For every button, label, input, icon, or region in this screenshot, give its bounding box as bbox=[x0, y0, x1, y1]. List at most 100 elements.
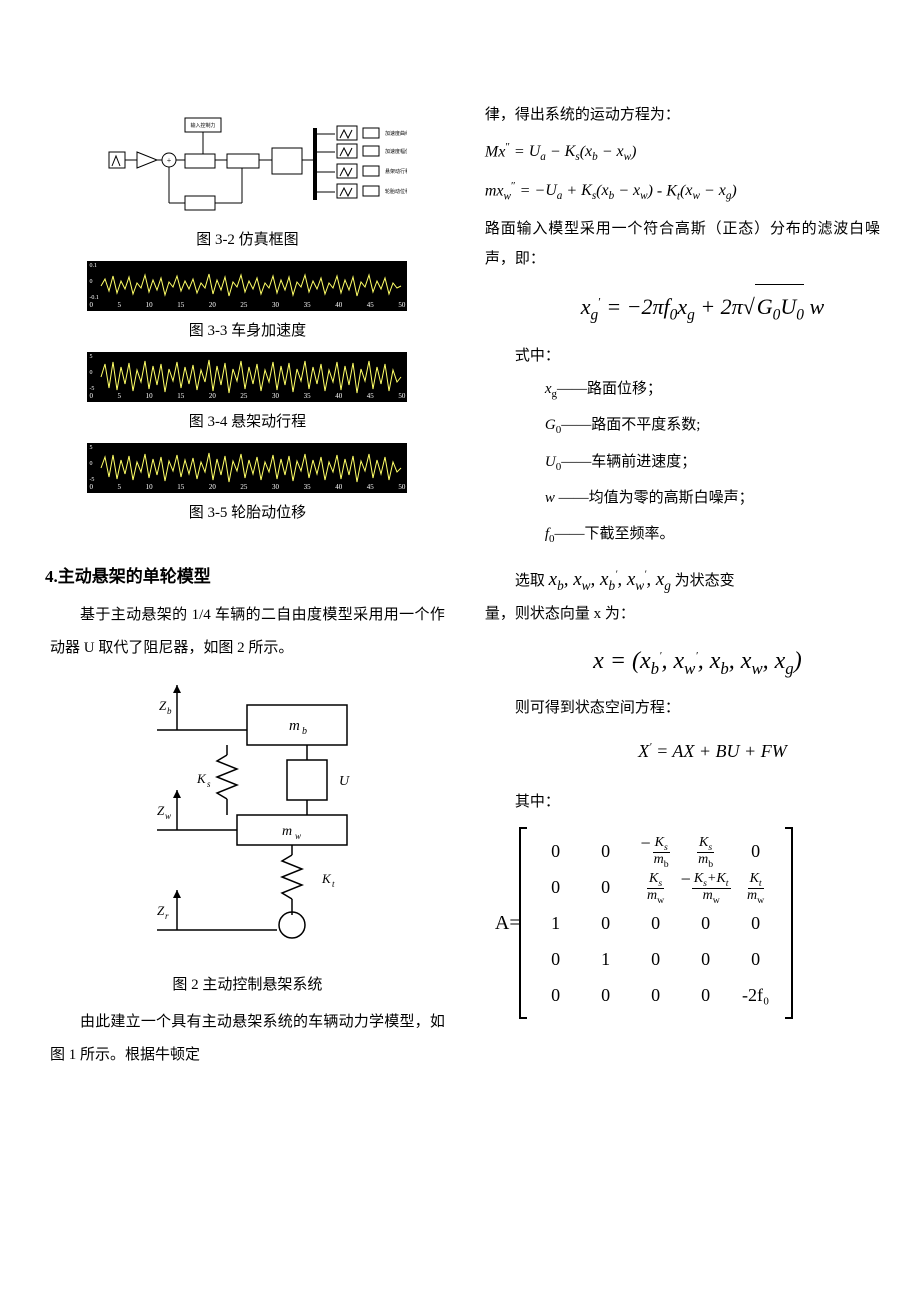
caption-fig-2: 图 2 主动控制悬架系统 bbox=[172, 973, 322, 994]
svg-text:m: m bbox=[289, 718, 300, 734]
matrix-cell: 1 bbox=[551, 905, 560, 941]
matrix-cell: 0 bbox=[701, 905, 710, 941]
var-def: xg——路面位移； bbox=[545, 371, 880, 407]
para-r4: 选取 xb, xw, xb′, xw′, xg 为状态变 bbox=[485, 561, 880, 599]
matrix-cell: 0 bbox=[651, 941, 660, 977]
matrix-cell: 0 bbox=[601, 833, 610, 869]
xtick: 30 bbox=[272, 301, 279, 309]
matrix-cell: 0 bbox=[651, 905, 660, 941]
xtick: 10 bbox=[146, 392, 153, 400]
svg-text:+: + bbox=[167, 156, 172, 165]
svg-text:b: b bbox=[302, 726, 307, 737]
matrix-cell: 0 bbox=[551, 869, 560, 905]
xtick: 20 bbox=[209, 483, 216, 491]
svg-text:w: w bbox=[165, 811, 171, 821]
x-axis-3-5: 0 5 10 15 20 25 30 35 40 45 50 bbox=[89, 483, 405, 491]
xtick: 15 bbox=[177, 483, 184, 491]
ytick: 5 bbox=[89, 354, 94, 360]
matrix-cell: 0 bbox=[751, 833, 760, 869]
var-def: w ——均值为零的高斯白噪声； bbox=[545, 480, 880, 516]
svg-text:s: s bbox=[207, 779, 211, 789]
matrix-A: A= 00−KsmbKsmb000Ksmw−Ks+KtmwKtmw1000001… bbox=[495, 827, 880, 1019]
xtick: 50 bbox=[398, 483, 405, 491]
para-r6: 其中： bbox=[485, 787, 880, 817]
svg-text:轮胎动位移: 轮胎动位移 bbox=[385, 188, 407, 195]
para-r1: 律，得出系统的运动方程为： bbox=[485, 100, 880, 130]
matrix-cell: 0 bbox=[701, 941, 710, 977]
xtick: 35 bbox=[304, 483, 311, 491]
matrix-cell: Ktmw bbox=[745, 869, 766, 906]
xtick: 0 bbox=[89, 301, 93, 309]
caption-3-3: 图 3-3 车身加速度 bbox=[189, 319, 307, 340]
matrix-cell: 0 bbox=[601, 869, 610, 905]
svg-text:t: t bbox=[332, 879, 335, 889]
caption-3-4: 图 3-4 悬架动行程 bbox=[189, 410, 307, 431]
eq-2: xg′ = −2πf0xg + 2πG0U0 w bbox=[525, 284, 880, 331]
xtick: 5 bbox=[118, 483, 122, 491]
matrix-cell: 0 bbox=[551, 941, 560, 977]
suspension-diagram: Zb mb Ks U bbox=[107, 675, 387, 955]
svg-text:Z: Z bbox=[157, 803, 165, 818]
xtick: 15 bbox=[177, 301, 184, 309]
xtick: 35 bbox=[304, 392, 311, 400]
xtick: 50 bbox=[398, 301, 405, 309]
xtick: 40 bbox=[335, 301, 342, 309]
para-r2: 路面输入模型采用一个符合高斯（正态）分布的滤波白噪声，即： bbox=[485, 214, 880, 274]
x-axis-3-3: 05101520253035404550 bbox=[89, 301, 405, 309]
eq-3: x = (xb′, xw′, xb, xw, xg) bbox=[515, 637, 880, 685]
matrix-cell: 0 bbox=[551, 977, 560, 1013]
svg-text:r: r bbox=[165, 911, 169, 921]
svg-text:加速度幅值: 加速度幅值 bbox=[385, 148, 407, 155]
xtick: 25 bbox=[240, 483, 247, 491]
caption-3-5: 图 3-5 轮胎动位移 bbox=[189, 501, 307, 522]
matrix-cell: 1 bbox=[601, 941, 610, 977]
matrix-cell: -2f₀ bbox=[742, 977, 769, 1013]
var-def: f0——下截至频率。 bbox=[545, 516, 880, 552]
xtick: 25 bbox=[240, 301, 247, 309]
matrix-cell: −Ksmb bbox=[641, 833, 671, 870]
var-def: G0——路面不平度系数; bbox=[545, 407, 880, 443]
para-after-fig2: 由此建立一个具有主动悬架系统的车辆动力学模型，如图 1 所示。根据牛顿定 bbox=[40, 1006, 455, 1072]
xtick: 5 bbox=[118, 392, 122, 400]
xtick: 45 bbox=[367, 483, 374, 491]
para-r5: 则可得到状态空间方程： bbox=[485, 693, 880, 723]
ytick: 0 bbox=[89, 370, 94, 376]
svg-text:Z: Z bbox=[157, 903, 165, 918]
eq-1b: mxw″ = −Ua + Ks(xb − xw) - Kt(xw − xg) bbox=[485, 175, 880, 208]
section-4-title: 4.主动悬架的单轮模型 bbox=[45, 562, 460, 587]
matrix-cell: Ksmw bbox=[645, 869, 666, 906]
matrix-cell: 0 bbox=[601, 905, 610, 941]
ytick: 0.1 bbox=[89, 263, 99, 269]
eq-4: X′ = AX + BU + FW bbox=[545, 733, 880, 769]
svg-text:U: U bbox=[339, 774, 350, 789]
svg-text:K: K bbox=[321, 871, 332, 886]
svg-text:b: b bbox=[167, 706, 172, 716]
xtick: 0 bbox=[89, 392, 93, 400]
ytick: 0 bbox=[89, 461, 94, 467]
xtick: 20 bbox=[209, 301, 216, 309]
xtick: 30 bbox=[272, 392, 279, 400]
xtick: 50 bbox=[398, 392, 405, 400]
svg-text:加速度曲线: 加速度曲线 bbox=[385, 130, 407, 137]
para-r4b: 量，则状态向量 x 为： bbox=[485, 599, 880, 629]
xtick: 45 bbox=[367, 392, 374, 400]
ytick: 0 bbox=[89, 279, 99, 285]
para-r3: 式中： bbox=[485, 341, 880, 371]
xtick: 40 bbox=[335, 483, 342, 491]
var-def: U0——车辆前进速度； bbox=[545, 444, 880, 480]
xtick: 30 bbox=[272, 483, 279, 491]
matrix-cell: 0 bbox=[701, 977, 710, 1013]
caption-3-2: 图 3-2 仿真框图 bbox=[196, 228, 299, 249]
svg-text:w: w bbox=[295, 831, 301, 841]
ytick: 5 bbox=[89, 445, 94, 451]
plot-3-4: 5 0 -5 05101520253035404550 bbox=[87, 352, 407, 402]
xtick: 0 bbox=[89, 483, 93, 491]
xtick: 5 bbox=[118, 301, 122, 309]
xtick: 10 bbox=[146, 483, 153, 491]
matrix-cell: Ksmb bbox=[696, 833, 715, 870]
section-4-body: 基于主动悬架的 1/4 车辆的二自由度模型采用用一个作动器 U 取代了阻尼器，如… bbox=[40, 599, 455, 665]
xtick: 45 bbox=[367, 301, 374, 309]
plot-3-3: 0.1 0 -0.1 05101520253035404550 bbox=[87, 261, 407, 311]
variable-definitions: xg——路面位移；G0——路面不平度系数;U0——车辆前进速度；w ——均值为零… bbox=[485, 371, 880, 553]
matrix-cell: 0 bbox=[651, 977, 660, 1013]
